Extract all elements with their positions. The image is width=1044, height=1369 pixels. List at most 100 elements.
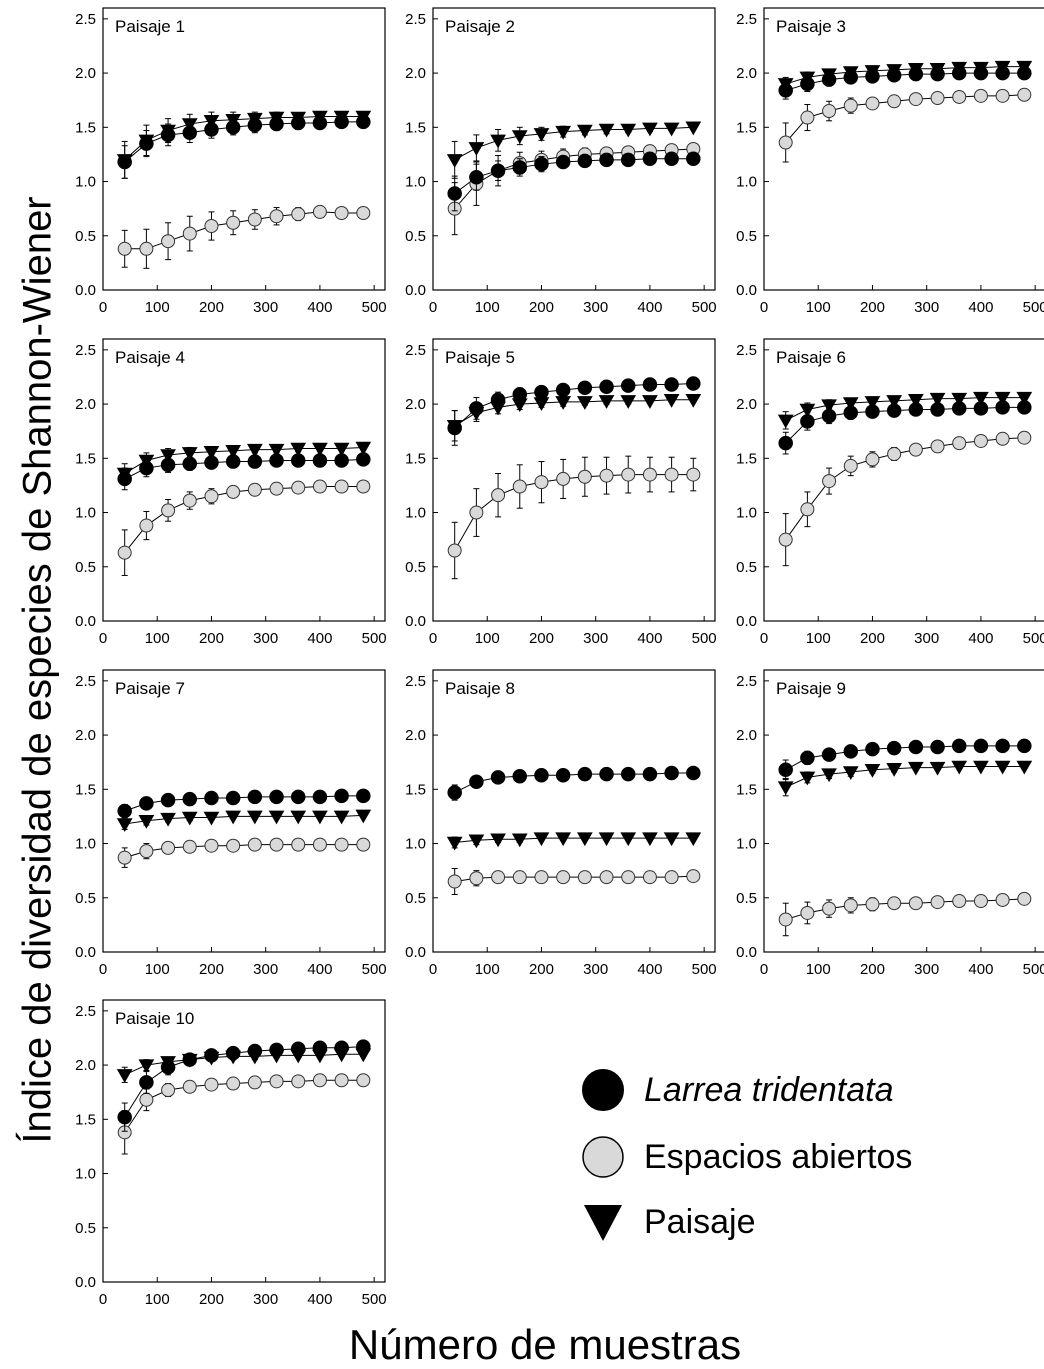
data-point	[204, 1048, 219, 1063]
data-point	[930, 91, 945, 106]
y-tick-label: 2.0	[405, 727, 426, 744]
data-point	[664, 765, 679, 781]
panel-title: Paisaje 1	[115, 17, 185, 36]
data-point	[312, 204, 327, 219]
data-point	[930, 895, 945, 910]
x-tick-label: 500	[362, 1291, 387, 1308]
data-point	[204, 219, 219, 234]
data-point	[777, 781, 794, 796]
x-tick-label: 200	[199, 299, 224, 316]
data-point	[290, 1041, 306, 1057]
data-point	[312, 479, 327, 494]
y-tick-label: 1.0	[75, 505, 96, 522]
data-point	[686, 467, 701, 482]
y-tick-label: 2.0	[75, 727, 96, 744]
data-point	[995, 400, 1010, 415]
data-point	[865, 96, 880, 111]
data-point	[290, 115, 306, 131]
data-point	[291, 1074, 306, 1089]
data-point	[642, 395, 658, 409]
y-tick-label: 0.5	[736, 890, 757, 907]
data-point	[598, 832, 615, 847]
data-point	[204, 790, 219, 806]
series-line	[785, 766, 1025, 788]
data-point	[356, 452, 371, 467]
y-axis-label: Índice de diversidad de especies de Shan…	[15, 196, 60, 1144]
series-line	[785, 437, 1025, 540]
data-point	[951, 738, 967, 754]
data-point	[778, 762, 793, 778]
triangle-down-icon	[580, 1199, 626, 1245]
y-tick-label: 1.5	[405, 119, 426, 136]
data-point	[800, 110, 815, 125]
data-point	[1017, 400, 1032, 415]
data-point	[777, 414, 794, 429]
plot-frame	[763, 7, 1044, 291]
data-point	[865, 452, 880, 467]
data-point	[843, 898, 858, 913]
x-tick-label: 500	[362, 630, 387, 647]
data-point	[533, 832, 550, 847]
legend-label-paisaje: Paisaje	[644, 1202, 756, 1241]
data-point	[886, 762, 903, 777]
data-point	[664, 377, 679, 392]
series-line	[124, 814, 364, 825]
data-point	[663, 122, 680, 137]
x-tick-label: 400	[968, 299, 993, 316]
data-point	[139, 241, 154, 256]
data-point	[312, 442, 328, 457]
data-point	[663, 832, 680, 847]
series-line	[124, 795, 364, 812]
data-point	[952, 89, 967, 104]
data-point	[555, 767, 571, 783]
data-point	[161, 503, 176, 518]
data-point	[642, 122, 658, 137]
data-point	[534, 767, 549, 783]
x-tick-label: 300	[914, 630, 939, 647]
data-point	[334, 1073, 349, 1088]
data-point	[556, 870, 571, 885]
data-point	[799, 403, 816, 418]
series-line	[454, 474, 694, 551]
data-point	[973, 88, 988, 103]
data-point	[908, 92, 923, 107]
panel-8: 0.0 0.5 1.0 1.5 2.0 2.5 0 100 200 300 400 500 Paisaj…	[405, 669, 717, 978]
y-tick-label: 2.5	[736, 11, 757, 28]
data-point	[204, 489, 219, 504]
panel-3: 0.0 0.5 1.0 1.5 2.0 2.5 0 100 200 300 400 500 Paisaj…	[736, 7, 1044, 316]
data-point	[620, 395, 637, 409]
series-line	[124, 1046, 364, 1118]
y-tick-label: 2.0	[75, 65, 96, 82]
data-point	[973, 391, 989, 406]
data-point	[1016, 391, 1033, 406]
data-point	[161, 840, 176, 855]
data-point	[160, 449, 176, 464]
x-tick-label: 0	[99, 630, 107, 647]
data-point	[247, 837, 262, 852]
data-point	[951, 392, 968, 407]
data-point	[864, 396, 881, 410]
data-point	[490, 770, 506, 785]
data-point	[512, 870, 527, 885]
data-point	[291, 837, 306, 852]
data-point	[1017, 65, 1032, 81]
data-point	[512, 479, 527, 494]
data-point	[447, 543, 462, 558]
legend-item-larrea: Larrea tridentata	[580, 1067, 894, 1113]
data-point	[468, 834, 485, 849]
y-tick-label: 2.0	[405, 65, 426, 82]
y-tick-label: 2.5	[75, 673, 96, 690]
x-tick-label: 200	[529, 630, 554, 647]
data-point	[620, 766, 636, 782]
data-point	[247, 117, 263, 133]
x-tick-label: 0	[99, 299, 107, 316]
data-point	[226, 215, 241, 230]
data-point	[225, 120, 241, 135]
x-tick-label: 100	[145, 299, 170, 316]
data-point	[247, 454, 263, 469]
data-point	[973, 894, 988, 909]
data-point	[686, 765, 701, 781]
data-point	[312, 837, 327, 852]
y-tick-label: 1.0	[75, 174, 96, 191]
data-point	[533, 397, 550, 412]
